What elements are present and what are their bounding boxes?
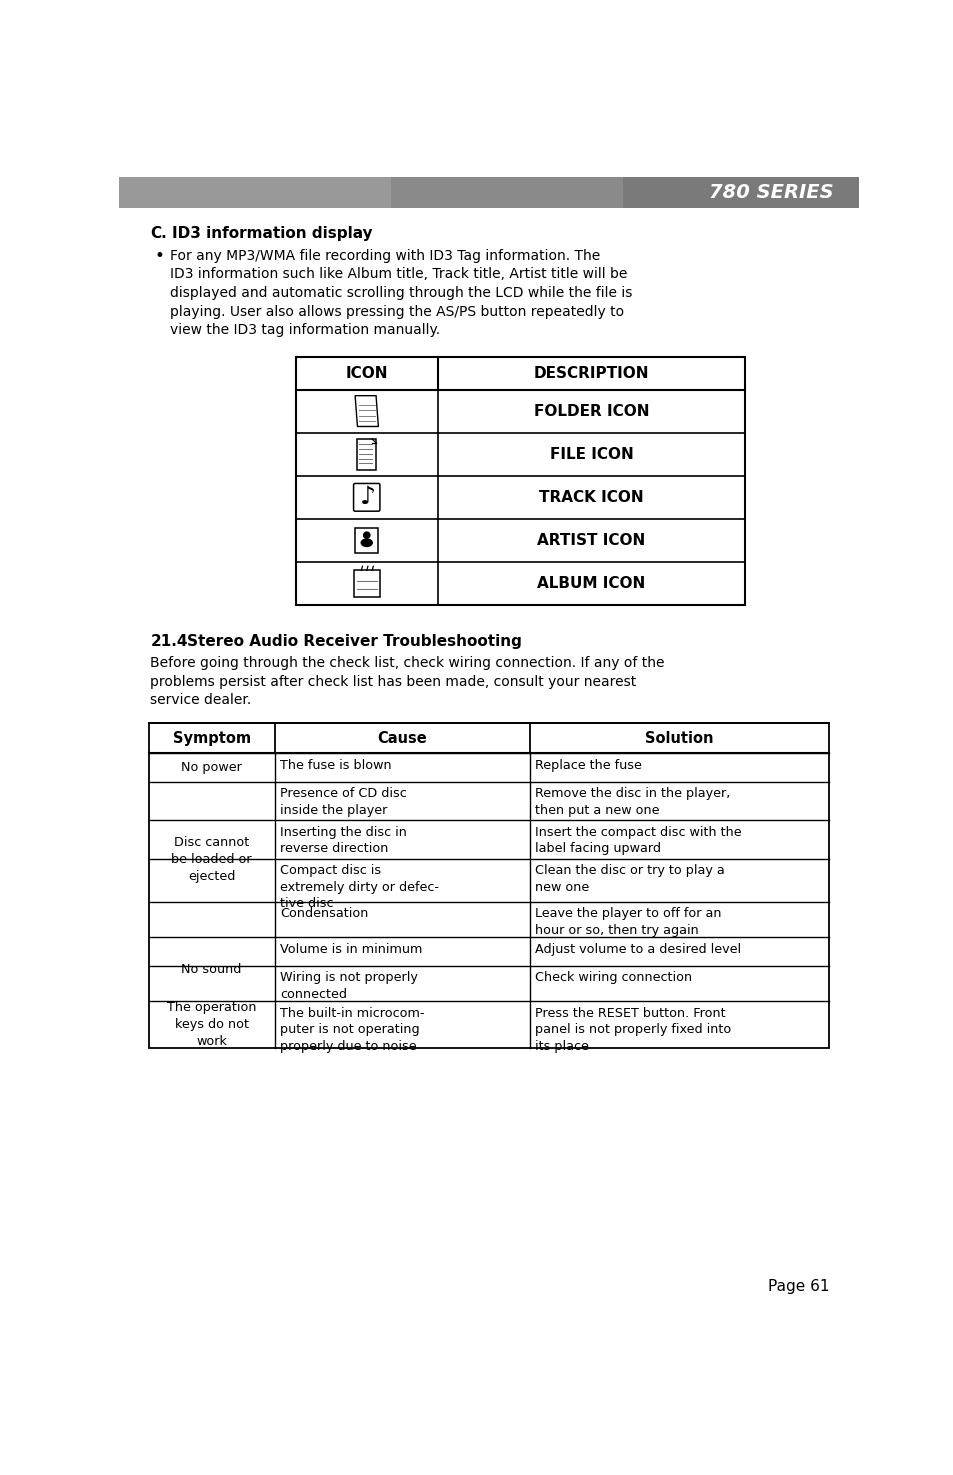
Text: 780 SERIES: 780 SERIES: [708, 183, 833, 202]
Text: 21.4: 21.4: [150, 634, 188, 649]
FancyBboxPatch shape: [354, 484, 379, 512]
Text: Inserting the disc in
reverse direction: Inserting the disc in reverse direction: [280, 826, 407, 856]
Text: problems persist after check list has been made, consult your nearest: problems persist after check list has be…: [150, 674, 636, 689]
Text: Page 61: Page 61: [767, 1279, 828, 1294]
Text: ID3 information such like Album title, Track title, Artist title will be: ID3 information such like Album title, T…: [170, 267, 626, 282]
Text: Stereo Audio Receiver Troubleshooting: Stereo Audio Receiver Troubleshooting: [187, 634, 522, 649]
FancyBboxPatch shape: [357, 438, 375, 469]
Text: Leave the player to off for an
hour or so, then try again: Leave the player to off for an hour or s…: [535, 907, 720, 937]
Text: Compact disc is
extremely dirty or defec-
tive disc: Compact disc is extremely dirty or defec…: [280, 864, 438, 910]
Text: ♪: ♪: [359, 485, 375, 509]
Bar: [119, 177, 390, 208]
Text: FILE ICON: FILE ICON: [549, 447, 633, 462]
FancyBboxPatch shape: [355, 528, 378, 553]
Text: Press the RESET button. Front
panel is not properly fixed into
its place: Press the RESET button. Front panel is n…: [535, 1007, 731, 1053]
Bar: [295, 357, 744, 605]
Polygon shape: [355, 395, 378, 426]
FancyBboxPatch shape: [354, 571, 379, 597]
Text: Symptom: Symptom: [172, 730, 251, 745]
Text: C.: C.: [150, 226, 167, 240]
Text: ICON: ICON: [345, 366, 388, 381]
Text: service dealer.: service dealer.: [150, 693, 252, 707]
Text: Clean the disc or try to play a
new one: Clean the disc or try to play a new one: [535, 864, 724, 894]
Text: playing. User also allows pressing the AS/PS button repeatedly to: playing. User also allows pressing the A…: [170, 304, 623, 319]
Text: Volume is in minimum: Volume is in minimum: [280, 943, 422, 956]
Text: •: •: [154, 248, 164, 266]
Text: Before going through the check list, check wiring connection. If any of the: Before going through the check list, che…: [150, 656, 664, 670]
Text: FOLDER ICON: FOLDER ICON: [533, 404, 649, 419]
Circle shape: [362, 531, 370, 538]
Text: The operation
keys do not
work: The operation keys do not work: [167, 1002, 256, 1047]
Text: Disc cannot
be loaded or
ejected: Disc cannot be loaded or ejected: [172, 836, 252, 884]
Text: Condensation: Condensation: [280, 907, 368, 920]
Ellipse shape: [360, 538, 373, 547]
Text: The fuse is blown: The fuse is blown: [280, 758, 392, 771]
Bar: [149, 723, 828, 1047]
Text: Check wiring connection: Check wiring connection: [535, 972, 692, 984]
Text: view the ID3 tag information manually.: view the ID3 tag information manually.: [170, 323, 439, 338]
Text: No power: No power: [181, 761, 242, 774]
Text: Insert the compact disc with the
label facing upward: Insert the compact disc with the label f…: [535, 826, 741, 856]
Text: ARTIST ICON: ARTIST ICON: [537, 532, 645, 547]
Text: Solution: Solution: [644, 730, 713, 745]
Text: Wiring is not properly
connected: Wiring is not properly connected: [280, 972, 417, 1002]
Text: No sound: No sound: [181, 963, 241, 976]
Bar: [119, 177, 622, 208]
Text: Remove the disc in the player,
then put a new one: Remove the disc in the player, then put …: [535, 788, 730, 817]
Text: DESCRIPTION: DESCRIPTION: [533, 366, 649, 381]
Text: Presence of CD disc
inside the player: Presence of CD disc inside the player: [280, 788, 406, 817]
Text: ALBUM ICON: ALBUM ICON: [537, 577, 645, 591]
Text: The built-in microcom-
puter is not operating
properly due to noise: The built-in microcom- puter is not oper…: [280, 1007, 424, 1053]
Text: For any MP3/WMA file recording with ID3 Tag information. The: For any MP3/WMA file recording with ID3 …: [170, 249, 599, 263]
Text: Cause: Cause: [376, 730, 427, 745]
Text: TRACK ICON: TRACK ICON: [538, 490, 643, 504]
Text: displayed and automatic scrolling through the LCD while the file is: displayed and automatic scrolling throug…: [170, 286, 631, 299]
Text: Adjust volume to a desired level: Adjust volume to a desired level: [535, 943, 740, 956]
Text: Replace the fuse: Replace the fuse: [535, 758, 641, 771]
Text: ID3 information display: ID3 information display: [172, 226, 373, 240]
Bar: [119, 177, 858, 208]
